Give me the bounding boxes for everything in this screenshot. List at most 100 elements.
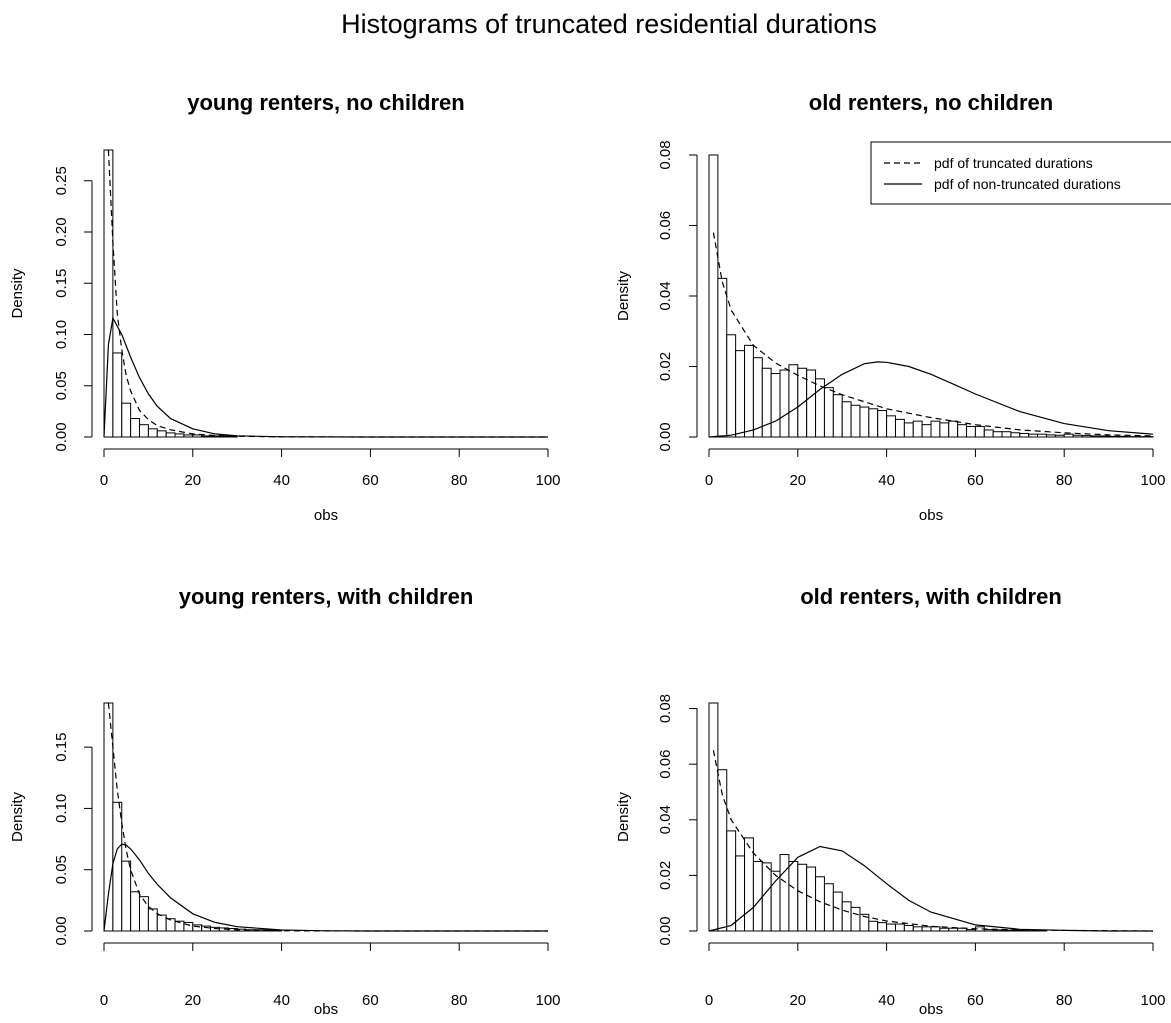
histogram-bar (1099, 435, 1110, 438)
histogram-bar (1108, 435, 1118, 438)
histogram-bar (957, 424, 968, 438)
histogram-bar (903, 924, 914, 932)
histogram-bar (939, 927, 950, 932)
legend-box (870, 141, 1171, 205)
panel-young-no-children: young renters, no children 0 20 40 60 80 100 0.… (9, 90, 561, 524)
histogram-bar (823, 387, 834, 438)
y-tick-label: 0.02 (657, 861, 674, 890)
panel-title: young renters, no children (187, 90, 464, 115)
histogram-bar (174, 433, 185, 438)
histogram-bar (912, 926, 923, 932)
histogram-bar (1001, 431, 1012, 438)
x-tick-label: 80 (451, 472, 468, 489)
histogram-bar (708, 702, 719, 932)
y-axis-label: Density (9, 268, 26, 319)
y-tick-label: 0.10 (53, 320, 70, 349)
x-tick-label: 100 (535, 992, 560, 1009)
x-axis-label: obs (919, 1001, 943, 1018)
truncated-pdf-curve (712, 750, 1154, 932)
x-tick-label: 60 (362, 472, 379, 489)
histogram-bar (761, 862, 772, 932)
histogram-bar (1116, 435, 1127, 438)
histogram-bar (130, 418, 141, 438)
x-tick-label: 100 (535, 472, 560, 489)
histogram-bar (992, 431, 1003, 438)
panel-title: old renters, no children (809, 90, 1053, 115)
y-axis-label: Density (615, 270, 632, 321)
histogram-bar (974, 425, 985, 438)
legend-label-truncated: pdf of truncated durations (934, 155, 1093, 171)
x-tick-label: 20 (789, 472, 806, 489)
histogram-bar (788, 860, 799, 932)
y-tick-label: 0.05 (53, 371, 70, 400)
histogram-bar (103, 149, 114, 438)
histogram-bar (868, 920, 879, 932)
histogram-bar (930, 420, 941, 438)
histogram-bar (841, 401, 852, 438)
histogram-bar (779, 854, 790, 932)
x-tick-label: 20 (184, 472, 201, 489)
histogram-bar (966, 425, 976, 438)
y-tick-label: 0.15 (53, 733, 70, 762)
histogram-bar (1010, 432, 1021, 438)
histogram-bar (139, 896, 149, 932)
truncated-pdf-curve (107, 149, 548, 438)
histogram-bar (717, 277, 728, 438)
histogram-bar (779, 369, 790, 438)
non-truncated-pdf-curve (708, 845, 1153, 932)
histogram-bar (192, 434, 203, 438)
x-tick-label: 20 (789, 992, 806, 1009)
histogram-bars (103, 702, 283, 932)
histogram-bar (210, 435, 220, 438)
histogram-bar (841, 901, 852, 932)
x-tick-label: 40 (273, 472, 290, 489)
histogram-bar (744, 344, 754, 438)
histogram-bar (735, 350, 746, 438)
y-tick-label: 0.00 (53, 422, 70, 451)
x-tick-label: 100 (1140, 992, 1165, 1009)
x-tick-label: 0 (705, 992, 713, 1009)
histogram-bars (708, 702, 1047, 932)
y-tick-label: 0.25 (53, 166, 70, 195)
histogram-bar (1081, 435, 1092, 438)
non-truncated-pdf-curve (103, 843, 548, 932)
histogram-bars (103, 149, 238, 438)
histogram-bar (966, 929, 976, 932)
histogram-bar (797, 863, 808, 932)
x-tick-label: 60 (362, 992, 379, 1009)
y-tick-label: 0.05 (53, 855, 70, 884)
x-tick-label: 100 (1140, 472, 1165, 489)
x-tick-label: 80 (1056, 992, 1073, 1009)
histogram-bar (156, 430, 167, 438)
histogram-bar (948, 420, 959, 438)
histogram-bar (201, 435, 212, 438)
histogram-bar (752, 357, 763, 438)
y-tick-label: 0.00 (657, 422, 674, 451)
histogram-bar (121, 402, 132, 438)
histogram-bar (139, 424, 149, 438)
panel-title: young renters, with children (179, 584, 474, 609)
histogram-bar (1028, 433, 1039, 438)
legend: pdf of truncated durations pdf of non-tr… (870, 141, 1171, 205)
histogram-bar (183, 434, 194, 438)
y-axis-label: Density (9, 791, 26, 842)
histogram-bar (930, 926, 941, 932)
histogram-bar (921, 926, 932, 932)
histogram-bar (147, 428, 158, 438)
y-tick-label: 0.06 (657, 750, 674, 779)
y-tick-label: 0.08 (657, 694, 674, 723)
x-axis-label: obs (314, 507, 338, 524)
y-axis-label: Density (615, 791, 632, 842)
histogram-bar (823, 883, 834, 932)
histogram-bar (921, 424, 932, 438)
histogram-bar (130, 891, 141, 932)
y-tick-label: 0.10 (53, 794, 70, 823)
histogram-bar (1090, 435, 1101, 438)
histogram-bar (886, 415, 896, 438)
y-tick-label: 0.04 (657, 281, 674, 310)
x-axis-label: obs (314, 1001, 338, 1018)
histogram-bar (770, 373, 781, 438)
histogram-bars (708, 154, 1154, 438)
histogram-bar (912, 420, 923, 438)
histogram-bar (1001, 929, 1012, 932)
